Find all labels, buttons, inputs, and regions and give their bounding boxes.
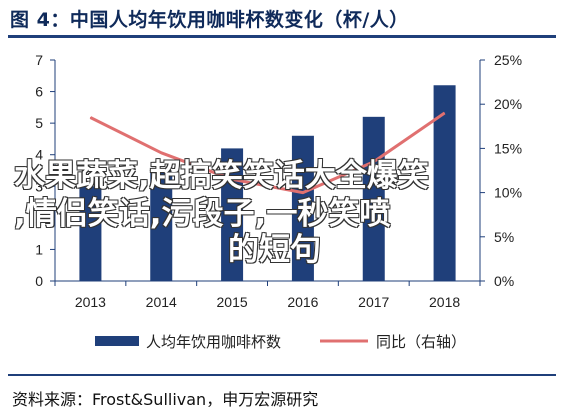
y-right-tick-label: 5% <box>494 229 514 245</box>
y-left-tick-label: 5 <box>35 115 43 131</box>
legend-bar-label: 人均年饮用咖啡杯数 <box>146 333 281 351</box>
y-right-tick-label: 10% <box>494 185 522 201</box>
x-tick-label: 2015 <box>217 294 248 310</box>
bar <box>150 170 173 281</box>
footer-divider <box>8 374 556 376</box>
y-right-tick-label: 25% <box>494 52 522 68</box>
y-right-tick-label: 0% <box>494 273 514 289</box>
x-tick-label: 2017 <box>358 294 389 310</box>
line-point <box>373 161 375 163</box>
y-left-tick-label: 6 <box>35 84 43 100</box>
legend-line-label: 同比（右轴） <box>376 333 466 351</box>
chart-title: 图 4：中国人均年饮用咖啡杯数变化（杯/人） <box>10 9 409 31</box>
y-left-tick-label: 4 <box>35 147 43 163</box>
y-left-tick-label: 3 <box>35 178 43 194</box>
line-point <box>444 112 446 114</box>
source-note: 资料来源：Frost&Sullivan，申万宏源研究 <box>12 390 319 409</box>
x-tick-label: 2018 <box>429 294 460 310</box>
overlay-text-line-2: ,情侣笑话,污段子,一秒笑喷 <box>14 196 391 232</box>
x-tick-label: 2014 <box>146 294 177 310</box>
overlay-text-line-3: 的短句 <box>228 232 321 268</box>
chart-legend: 人均年饮用咖啡杯数 同比（右轴） <box>95 333 466 351</box>
legend-bar-swatch <box>95 336 139 346</box>
bar <box>291 135 314 281</box>
x-tick-label: 2013 <box>75 294 106 310</box>
x-tick-label: 2016 <box>287 294 318 310</box>
y-left-tick-label: 2 <box>35 210 43 226</box>
y-right-tick-label: 20% <box>494 96 522 112</box>
bar <box>433 85 456 281</box>
title-divider <box>8 35 556 38</box>
y-left-tick-label: 0 <box>35 273 43 289</box>
overlay-text-line-1: 水果蔬菜,超搞笑笑话大全爆笑 <box>14 158 429 194</box>
chart-axes: 0 1 2 3 4 5 6 7 0% 5% 10% 15% 20% 25% 2013 2014 2015 2016… <box>35 52 522 310</box>
bar <box>79 186 102 281</box>
y-left-tick-label: 1 <box>35 241 43 257</box>
line-point <box>231 178 233 180</box>
line-point <box>302 192 304 194</box>
line-series <box>89 111 446 195</box>
yoy-line <box>89 111 446 195</box>
line-point <box>160 152 162 154</box>
line-point <box>89 116 91 118</box>
y-left-tick-label: 7 <box>35 52 43 68</box>
y-right-tick-label: 15% <box>494 140 522 156</box>
